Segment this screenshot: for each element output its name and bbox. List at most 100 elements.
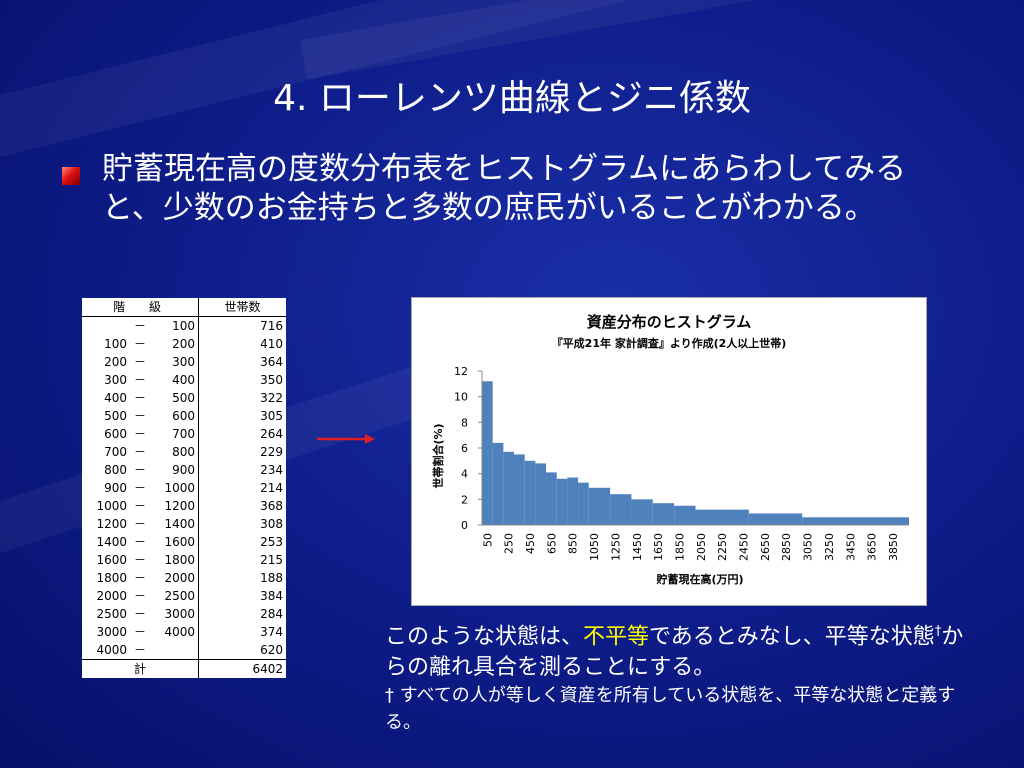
x-tick-label: 850 [567,533,580,554]
row-dash: － [133,481,146,495]
table-row: 800 － 900 234 [82,461,286,479]
caption-highlight: 不平等 [583,624,650,650]
histogram-bar [578,482,589,525]
table-row: 1000 － 1200 368 [82,497,286,515]
row-dash: － [133,355,146,369]
row-lower-bound: 600 [104,427,127,441]
histogram-bar [492,442,504,525]
histogram-bar [631,499,653,525]
table-row: 1400 － 1600 253 [82,533,286,551]
row-count: 305 [260,409,283,423]
row-lower-bound: 500 [104,409,127,423]
x-tick-label: 1050 [588,533,601,561]
row-dash: － [133,571,146,585]
y-axis-label: 世帯割合(%) [431,423,445,488]
row-dash: － [133,409,146,423]
y-tick-label: 6 [461,442,468,455]
row-upper-bound: 3000 [150,605,199,623]
header-class: 階 級 [82,298,199,317]
row-lower-bound: 200 [104,355,127,369]
row-count: 308 [260,517,283,531]
x-tick-label: 2450 [738,533,751,561]
row-lower-bound: 4000 [96,643,127,657]
y-tick-label: 12 [454,365,468,378]
histogram-chart: 資産分布のヒストグラム 『平成21年 家計調査』より作成(2人以上世帯) 世帯割… [411,297,927,606]
histogram-bar [802,517,909,525]
row-count: 374 [260,625,283,639]
table-row: 1200 － 1400 308 [82,515,286,533]
x-tick-label: 3250 [823,533,836,561]
total-value: 6402 [198,659,286,678]
x-tick-label: 50 [481,533,494,547]
x-tick-label: 2650 [759,533,772,561]
x-tick-label: 1850 [673,533,686,561]
table-row: 300 － 400 350 [82,371,286,389]
table-row: 2000 － 2500 384 [82,587,286,605]
y-tick-label: 2 [461,493,468,506]
table-body: － 100 716 100 － 200 410 200 － 300 364 300 － 400 350 400… [82,316,286,660]
row-lower-bound: 2500 [96,607,127,621]
row-dash: － [133,391,146,405]
bullet-text: 貯蓄現在高の度数分布表をヒストグラムにあらわしてみると、少数のお金持ちと多数の庶… [102,151,907,226]
histogram-bar [524,460,536,525]
x-tick-label: 250 [503,533,516,554]
y-tick-label: 10 [454,391,468,404]
row-dash: － [133,553,146,567]
row-count: 620 [260,643,283,657]
row-dash: － [133,589,146,603]
slide-title: 4. ローレンツ曲線とジニ係数 [273,78,751,119]
row-lower-bound: 900 [104,481,127,495]
histogram-bar [748,513,803,525]
row-upper-bound: 2000 [150,569,199,587]
histogram-bar [556,478,568,525]
row-upper-bound: 800 [150,443,199,461]
row-dash: － [133,445,146,459]
histogram-bar [482,381,493,525]
caption: このような状態は、不平等であるとみなし、平等な状態†からの離れ具合を測ることにす… [385,616,985,683]
row-dash: － [133,499,146,513]
y-tick-label: 8 [461,416,468,429]
histogram-bar [546,472,557,525]
table-row: 100 － 200 410 [82,335,286,353]
row-count: 215 [260,553,283,567]
row-dash: － [133,373,146,387]
row-upper-bound: 1200 [150,497,199,515]
row-upper-bound: 2500 [150,587,199,605]
histogram-bar [514,454,525,525]
row-lower-bound: 1800 [96,571,127,585]
row-upper-bound: 100 [150,316,199,335]
row-lower-bound: 100 [104,337,127,351]
row-dash: － [133,427,146,441]
histogram-bar [695,509,749,525]
row-lower-bound: 300 [104,373,127,387]
row-lower-bound [82,317,130,336]
histogram-bar [674,505,696,525]
row-upper-bound [150,641,199,660]
row-count: 253 [260,535,283,549]
row-count: 368 [260,499,283,513]
row-lower-bound: 1000 [96,499,127,513]
row-dash: － [133,463,146,477]
row-dash: － [133,517,146,531]
total-label: 計 [82,659,199,678]
table-row: 200 － 300 364 [82,353,286,371]
table-row: 4000 － 620 [82,641,286,660]
row-count: 234 [260,463,283,477]
row-lower-bound: 3000 [96,625,127,639]
x-tick-label: 3850 [887,533,900,561]
histogram-bar [610,494,632,525]
header-households: 世帯数 [198,298,286,317]
histogram-bar [503,451,515,525]
row-dash: － [133,625,146,639]
row-dash: － [133,643,146,657]
table-row: 1600 － 1800 215 [82,551,286,569]
row-lower-bound: 1200 [96,517,127,531]
x-tick-label: 650 [545,533,558,554]
caption-part-2: であるとみなし、平等な状態 [649,624,935,650]
table-row: － 100 716 [82,316,286,336]
y-tick-label: 0 [461,519,468,532]
frequency-table: 階 級 世帯数 － 100 716 100 － 200 410 200 － 300 364 300 － 4… [82,298,286,678]
row-count: 284 [260,607,283,621]
x-tick-label: 1250 [609,533,622,561]
histogram-bar [567,477,579,525]
